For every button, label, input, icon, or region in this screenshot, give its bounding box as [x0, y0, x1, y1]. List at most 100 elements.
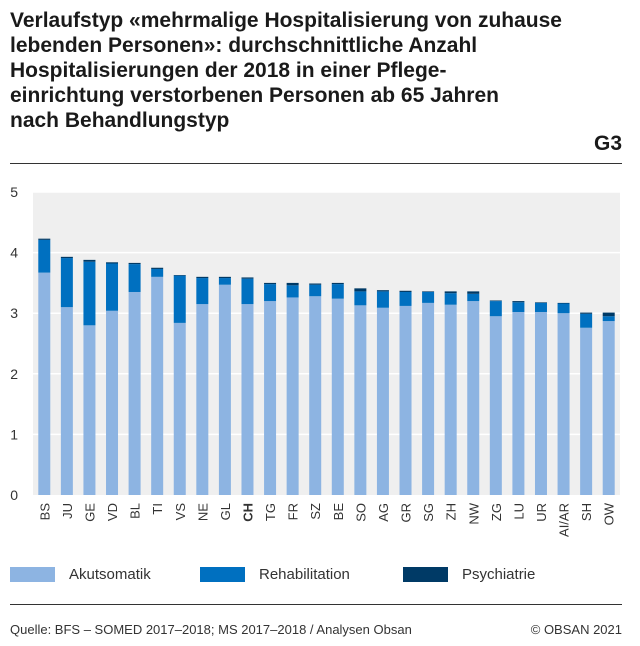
bar-segment-rehabilitation [512, 302, 525, 312]
y-tick-label: 4 [10, 245, 18, 261]
bar-segment-psychiatrie [38, 238, 51, 240]
bar-segment-psychiatrie [286, 282, 299, 286]
x-tick-label: BS [37, 503, 52, 521]
x-tick-label: VD [105, 503, 120, 521]
bar-segment-rehabilitation [331, 284, 344, 299]
bar-segment-psychiatrie [331, 282, 344, 285]
bar-segment-rehabilitation [196, 278, 209, 305]
bar-segment-rehabilitation [580, 313, 593, 328]
bar-segment-psychiatrie [128, 262, 141, 265]
bar-segment-psychiatrie [83, 259, 96, 262]
chart-title: Verlaufstyp «mehrmalige Hospitalisierung… [10, 8, 610, 133]
bar-segment-akutsomatik [399, 305, 412, 495]
bar-segment-psychiatrie [60, 256, 73, 259]
legend: Akutsomatik Rehabilitation Psychiatrie [10, 566, 622, 586]
legend-swatch-rehabilitation [200, 567, 245, 582]
bar-segment-rehabilitation [106, 263, 119, 311]
x-tick-label: SO [353, 503, 368, 522]
x-tick-label: JU [60, 503, 75, 519]
bar-segment-rehabilitation [128, 264, 141, 292]
bar-segment-rehabilitation [557, 303, 570, 314]
bar-segment-akutsomatik [331, 298, 344, 495]
x-tick-label: TI [150, 503, 165, 515]
title-line: Verlaufstyp «mehrmalige Hospitalisierung… [10, 9, 562, 32]
legend-item-akutsomatik: Akutsomatik [10, 566, 151, 583]
title-line: einrichtung verstorbenen Personen ab 65 … [10, 84, 499, 107]
bar-segment-psychiatrie [489, 300, 502, 302]
x-tick-label: SG [421, 503, 436, 522]
legend-item-psychiatrie: Psychiatrie [403, 566, 535, 583]
y-tick-label: 2 [10, 366, 18, 382]
x-tick-label: AG [376, 503, 391, 522]
y-tick-label: 3 [10, 305, 18, 321]
bar-segment-akutsomatik [218, 284, 231, 495]
x-tick-label: OW [602, 502, 617, 525]
bar-segment-akutsomatik [422, 302, 435, 495]
legend-label-rehabilitation: Rehabilitation [259, 566, 350, 583]
legend-swatch-akutsomatik [10, 567, 55, 582]
bar-segment-rehabilitation [376, 291, 389, 308]
bar-segment-rehabilitation [38, 239, 51, 273]
x-tick-label: BL [128, 503, 143, 519]
plot-background [33, 192, 620, 495]
bar-segment-psychiatrie [196, 276, 209, 279]
x-tick-label: AI/AR [557, 503, 572, 537]
bar-segment-akutsomatik [106, 310, 119, 495]
bar-segment-rehabilitation [489, 301, 502, 317]
x-tick-label: LU [511, 503, 526, 520]
x-tick-label: NW [466, 502, 481, 524]
stacked-bar-chart: 0 1 2 3 4 5 BS JU GE VD BL TI VS NE GL CH TG FR SZ BE SO AG GR… [10, 184, 620, 537]
bar-segment-akutsomatik [286, 297, 299, 495]
bar-segment-psychiatrie [309, 283, 322, 285]
bar-segment-rehabilitation [286, 285, 299, 298]
bar-segment-akutsomatik [354, 305, 367, 495]
bar-segment-psychiatrie [512, 301, 525, 303]
bar-segment-akutsomatik [580, 327, 593, 495]
figure-id: G3 [593, 132, 622, 155]
legend-item-rehabilitation: Rehabilitation [200, 566, 350, 583]
x-tick-label: ZG [489, 503, 504, 521]
legend-swatch-psychiatrie [403, 567, 448, 582]
bar-segment-rehabilitation [173, 275, 186, 323]
copyright: © OBSAN 2021 [530, 622, 622, 637]
bar-segment-akutsomatik [128, 291, 141, 495]
x-tick-label: SZ [308, 503, 323, 520]
bar-segment-akutsomatik [241, 304, 254, 495]
bar-segment-rehabilitation [241, 278, 254, 305]
x-tick-label: ZH [444, 503, 459, 520]
bar-segment-akutsomatik [151, 276, 164, 495]
bar-segment-akutsomatik [444, 304, 457, 495]
bar-segment-psychiatrie [422, 291, 435, 292]
x-tick-label: VS [173, 503, 188, 521]
footer-divider [10, 604, 622, 605]
x-tick-label: TG [263, 503, 278, 521]
bar-segment-psychiatrie [444, 291, 457, 294]
x-tick-label: UR [534, 503, 549, 522]
bar-segment-akutsomatik [376, 307, 389, 495]
y-tick-label: 0 [10, 487, 18, 503]
bar-segment-rehabilitation [422, 291, 435, 303]
bar-segment-psychiatrie [151, 267, 164, 269]
source-note: Quelle: BFS – SOMED 2017–2018; MS 2017–2… [10, 622, 412, 637]
bar-segment-psychiatrie [399, 290, 412, 292]
bar-segment-akutsomatik [60, 307, 73, 495]
bar-segment-akutsomatik [173, 322, 186, 495]
bar-segment-psychiatrie [241, 277, 254, 279]
bar-segment-rehabilitation [309, 284, 322, 297]
bar-segment-psychiatrie [467, 291, 480, 294]
bar-segment-psychiatrie [264, 282, 277, 285]
bar-segment-psychiatrie [173, 275, 186, 276]
bar-segment-psychiatrie [354, 288, 367, 292]
bar-segment-psychiatrie [580, 312, 593, 314]
title-line: Hospitalisierungen der 2018 in einer Pfl… [10, 59, 447, 82]
bar-segment-akutsomatik [489, 316, 502, 495]
x-tick-label: GR [399, 503, 414, 523]
bar-segment-akutsomatik [534, 311, 547, 495]
bar-segment-rehabilitation [467, 293, 480, 302]
legend-label-akutsomatik: Akutsomatik [69, 566, 151, 583]
x-tick-label: GL [218, 503, 233, 520]
bar-segment-akutsomatik [467, 301, 480, 495]
bar-segment-akutsomatik [264, 301, 277, 495]
bar-segment-rehabilitation [151, 268, 164, 277]
title-line: nach Behandlungstyp [10, 109, 230, 132]
